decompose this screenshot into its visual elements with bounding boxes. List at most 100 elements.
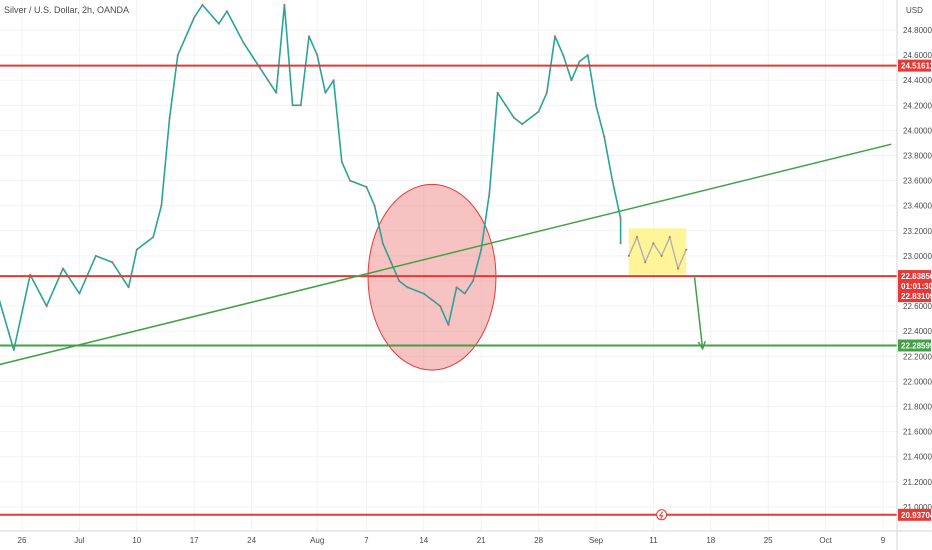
consolidation-point (652, 242, 655, 245)
price-point (488, 192, 491, 195)
current-price-tag (898, 270, 931, 303)
price-point (513, 116, 515, 119)
y-tick-label: 23.40000 (903, 202, 932, 211)
level-price-label: 20.93704 (901, 511, 932, 520)
price-point (217, 22, 220, 25)
x-tick-label: 9 (881, 536, 886, 545)
price-point (570, 79, 573, 82)
y-tick-label: 23.20000 (903, 227, 932, 236)
level-price-tag (898, 508, 931, 521)
price-point (537, 110, 540, 113)
price-point (603, 135, 606, 138)
price-point (308, 35, 310, 38)
price-point (242, 41, 245, 44)
y-tick-label: 22.00000 (903, 377, 932, 386)
price-point (127, 286, 130, 289)
x-tick-label: 7 (364, 536, 369, 545)
chart-title: Silver / U.S. Dollar, 2h, OANDA (4, 5, 129, 15)
y-tick-label: 24.00000 (903, 126, 932, 135)
price-point (595, 104, 597, 107)
price-point (324, 91, 327, 94)
price-point (168, 116, 171, 119)
price-axis[interactable]: 24.80000 24.60000 24.40000 24.20000 24.00000… (896, 0, 932, 550)
consolidation-point (685, 248, 688, 251)
y-tick-label: 24.80000 (903, 26, 932, 35)
currency-label: USD (906, 6, 923, 15)
projection-arrow (693, 275, 704, 349)
price-point (422, 292, 425, 295)
price-point (390, 261, 392, 264)
trendline (0, 143, 892, 366)
price-point (398, 280, 401, 282)
x-tick-label: Aug (310, 536, 324, 545)
y-tick-label: 21.80000 (903, 403, 932, 412)
current-price-label: 22.83850 (901, 272, 932, 281)
bid-price-label: 22.83109 (901, 292, 932, 301)
price-point (201, 3, 204, 6)
price-point (226, 10, 228, 13)
price-point (291, 104, 294, 107)
consolidation-box (628, 228, 687, 275)
price-point (480, 248, 483, 251)
x-tick-label: 14 (419, 536, 428, 545)
x-tick-label: 10 (132, 536, 141, 545)
price-point (78, 292, 81, 295)
price-point (176, 54, 179, 57)
price-point (455, 286, 458, 289)
price-point (562, 54, 565, 57)
consolidation-point (636, 236, 638, 239)
y-tick-label: 21.00000 (903, 503, 932, 512)
price-point (431, 298, 433, 301)
price-point (94, 254, 97, 257)
price-point (275, 91, 278, 94)
price-point (258, 66, 261, 69)
x-tick-label: 21 (477, 536, 486, 545)
price-point (111, 261, 114, 264)
x-tick-label: 17 (190, 536, 199, 545)
price-point (381, 242, 384, 245)
y-tick-label: 24.20000 (903, 101, 932, 110)
y-tick-label: 23.60000 (903, 177, 932, 186)
y-tick-label: 24.40000 (903, 76, 932, 85)
x-tick-label: Oct (819, 536, 832, 545)
price-point (45, 305, 48, 308)
arrow-head-icon (697, 340, 706, 351)
price-point (586, 54, 589, 57)
price-point (332, 79, 335, 82)
level-price-tag (898, 339, 931, 352)
price-point (283, 3, 286, 6)
consolidation-point (644, 261, 647, 264)
price-series (0, 3, 688, 352)
y-tick-label: 22.20000 (903, 352, 932, 361)
price-point (160, 204, 163, 207)
time-axis[interactable]: 26 Jul 10 17 24 Aug 7 14 21 28 Sep 11 18 25 Oct 9 (0, 530, 932, 545)
y-tick-label: 22.60000 (903, 302, 932, 311)
circle-zone (367, 183, 497, 371)
consolidation-point (677, 267, 679, 270)
x-tick-label: Jul (74, 536, 84, 545)
price-point (439, 305, 442, 308)
price-point (193, 16, 196, 19)
y-tick-label: 21.40000 (903, 453, 932, 462)
event-marker-icon (656, 509, 668, 521)
price-point (554, 35, 556, 38)
drawing-overlays (0, 64, 897, 521)
x-tick-label: 11 (649, 536, 658, 545)
y-tick-label: 23.00000 (903, 252, 932, 261)
price-point (472, 280, 474, 282)
price-point (135, 248, 138, 251)
y-tick-label: 24.60000 (903, 51, 932, 60)
x-tick-label: 25 (764, 536, 773, 545)
price-point (578, 60, 581, 63)
consolidation-line (628, 234, 687, 271)
price-point (504, 104, 507, 107)
price-point (152, 236, 155, 239)
price-point (447, 323, 450, 326)
consolidation-point (668, 236, 671, 239)
level-price-tag (898, 59, 931, 72)
y-tick-label: 22.40000 (903, 327, 932, 336)
price-point (12, 349, 15, 352)
price-point (496, 91, 499, 94)
price-point (463, 292, 466, 295)
